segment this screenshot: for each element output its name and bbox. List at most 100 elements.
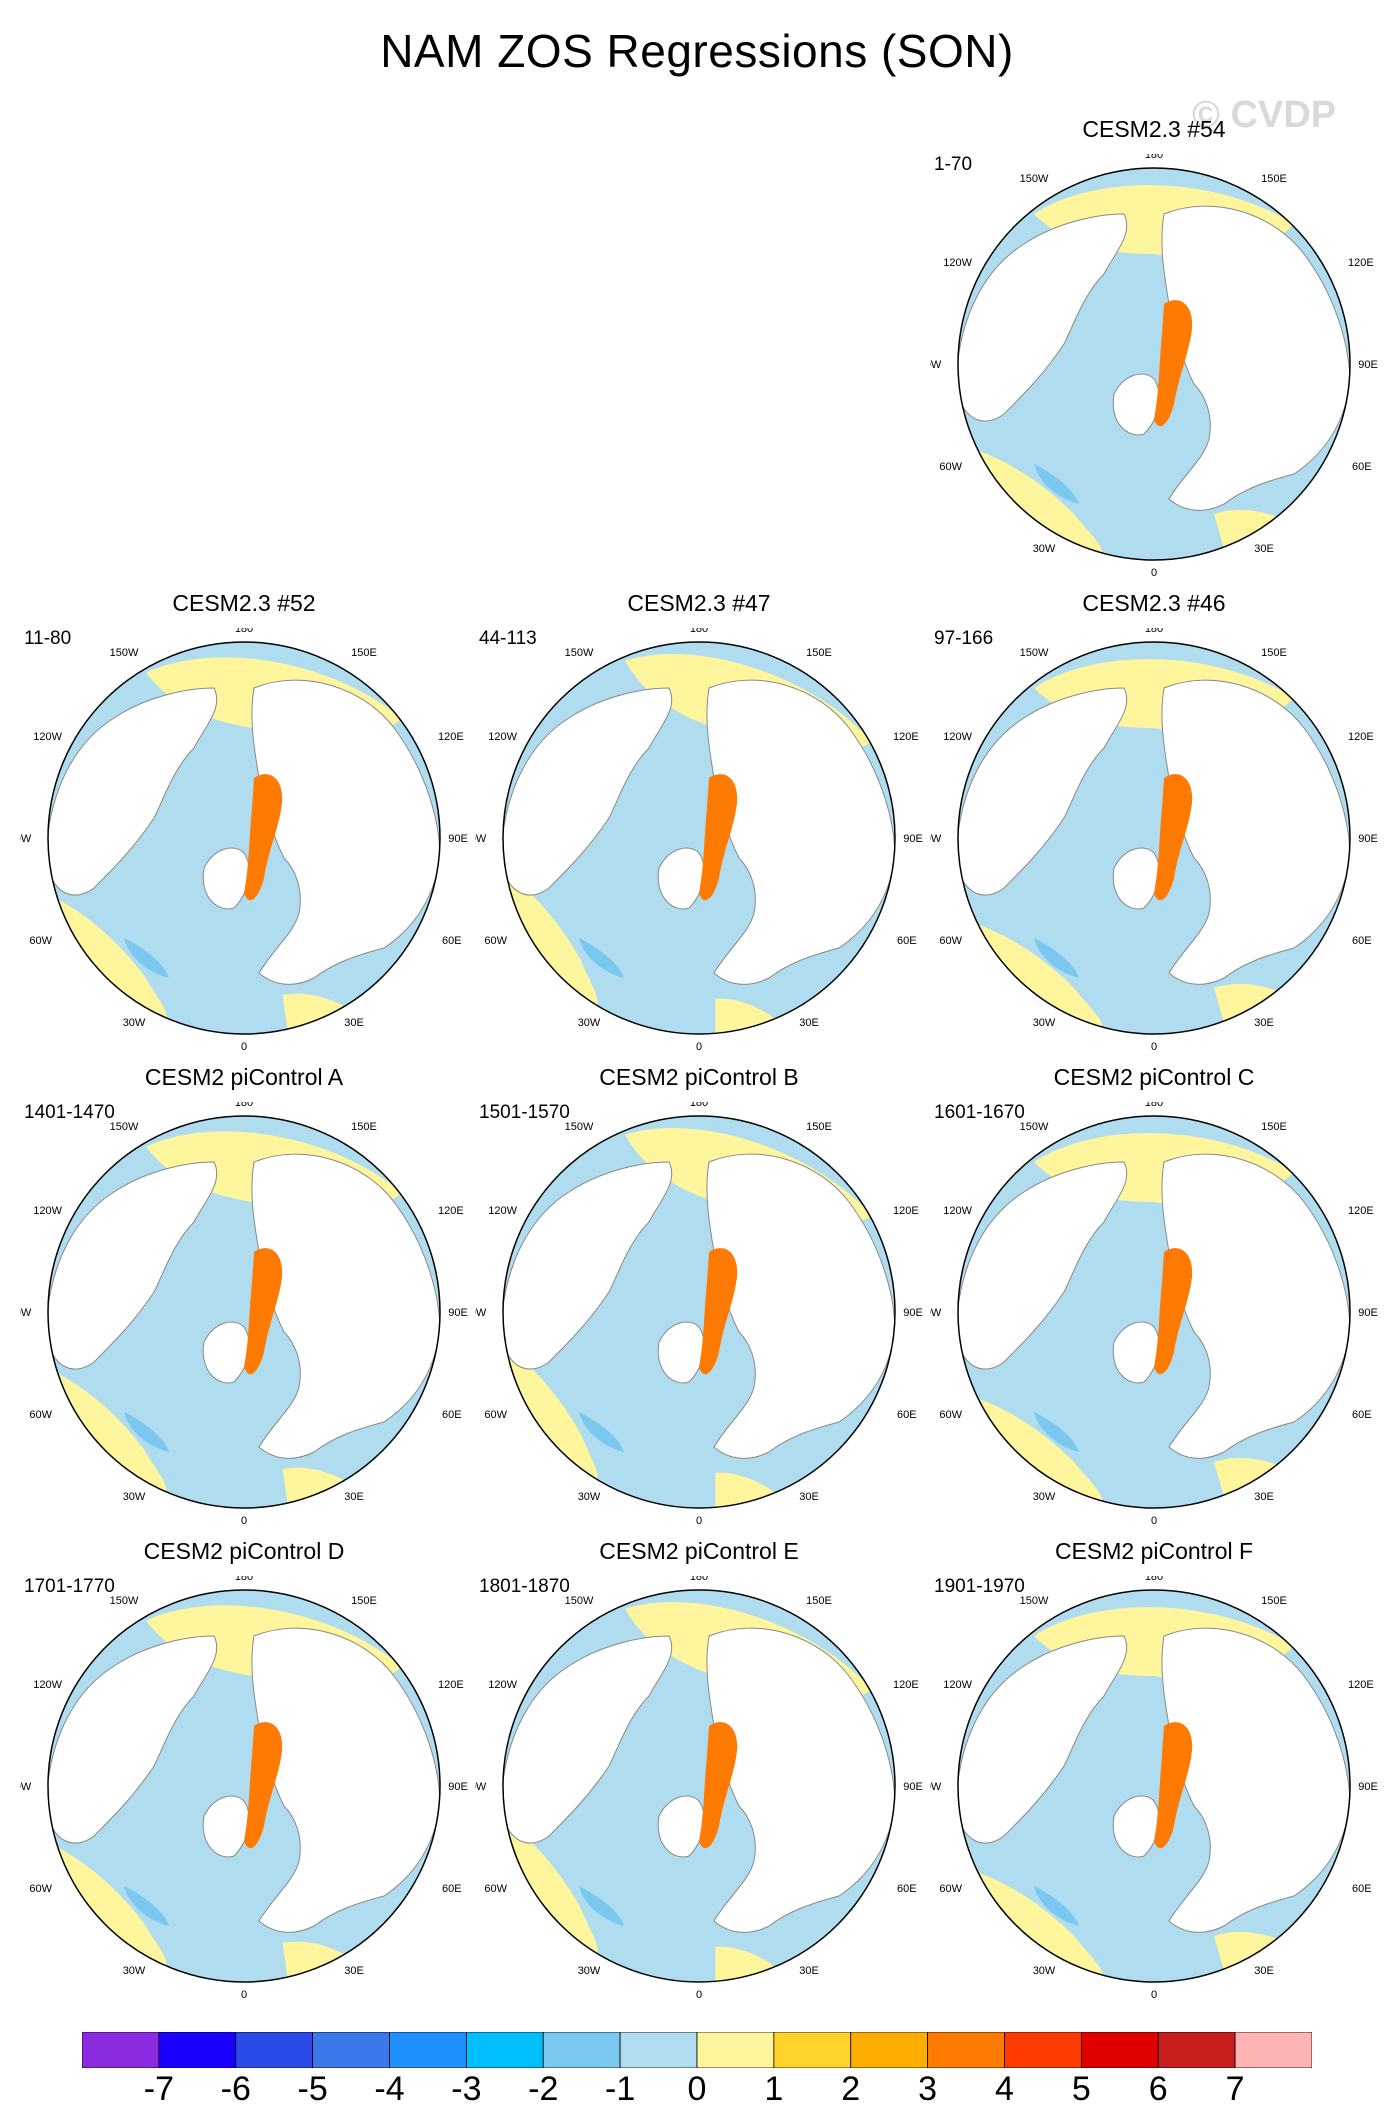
colorbar-swatch: [1234, 2032, 1312, 2068]
polar-map: 180 0 90W 90E 150W 120W 150E 120E 60W 30W 60E 30E: [20, 1576, 468, 2001]
negative-anomaly: [1034, 938, 1079, 978]
longitude-label: 180: [690, 1576, 708, 1583]
longitude-label: 0: [1151, 567, 1157, 579]
colorbar-swatch: [1157, 2032, 1236, 2068]
longitude-label: 30E: [1254, 1491, 1274, 1503]
longitude-label: 120E: [438, 1679, 464, 1691]
negative-anomaly: [124, 1412, 169, 1452]
longitude-label: 150W: [1020, 1595, 1049, 1607]
strong-positive-anomaly: [1154, 1722, 1193, 1849]
longitude-label: 180: [235, 628, 253, 635]
colorbar-swatch: [542, 2032, 621, 2068]
panel-years: 1801-1870: [479, 1576, 570, 1597]
panel-years: 1401-1470: [24, 1102, 115, 1123]
longitude-label: 150E: [806, 1595, 832, 1607]
longitude-label: 150E: [1261, 647, 1287, 659]
longitude-label: 150W: [565, 647, 594, 659]
longitude-label: 90E: [448, 1307, 468, 1319]
land-mask: [503, 687, 673, 896]
map-field: [48, 642, 440, 1034]
land-mask: [48, 1635, 218, 1844]
longitude-label: 120W: [33, 1679, 62, 1691]
longitude-label: 60W: [939, 1409, 962, 1421]
longitude-label: 90W: [475, 1307, 487, 1319]
polar-map: 180 0 90W 90E 150W 120W 150E 120E 60W 30W 60E 30E: [930, 628, 1378, 1053]
panel-years: 11-80: [24, 628, 72, 649]
colorbar-tick-label: 0: [687, 2070, 707, 2108]
map-border: [957, 167, 1351, 561]
map-field: [958, 1590, 1350, 1982]
longitude-label: 150E: [1261, 1595, 1287, 1607]
longitude-label: 30W: [1033, 1965, 1056, 1977]
colorbar-swatch: [465, 2032, 544, 2068]
longitude-label: 90W: [930, 1781, 942, 1793]
longitude-label: 150E: [1261, 173, 1287, 185]
map-panel: CESM2.3 #52 11-80 180 0 90W 90E 150W 120W 150E…: [20, 590, 468, 1053]
longitude-label: 30E: [1254, 1017, 1274, 1029]
longitude-label: 0: [696, 1515, 702, 1527]
map-field: [958, 1116, 1350, 1508]
map-border: [502, 641, 896, 1035]
longitude-label: 180: [1145, 628, 1163, 635]
map-panel: CESM2.3 #47 44-113 180 0 90W 90E 150W 120W 150…: [475, 590, 923, 1053]
longitude-label: 60E: [897, 935, 917, 947]
panel-title: CESM2 piControl D: [143, 1538, 345, 1564]
colorbar-tick-label: 6: [1148, 2070, 1168, 2108]
longitude-label: 60W: [939, 461, 962, 473]
longitude-label: 60W: [484, 1883, 507, 1895]
polar-map: 180 0 90W 90E 150W 120W 150E 120E 60W 30W 60E 30E: [20, 1102, 468, 1527]
negative-anomaly: [1034, 464, 1079, 504]
longitude-label: 120W: [488, 1679, 517, 1691]
negative-anomaly: [124, 938, 169, 978]
longitude-label: 90W: [930, 833, 942, 845]
longitude-label: 90E: [1358, 1307, 1378, 1319]
longitude-label: 90W: [930, 1307, 942, 1319]
polar-map: 180 0 90W 90E 150W 120W 150E 120E 60W 30W 60E 30E: [475, 1102, 923, 1527]
strong-positive-anomaly: [1154, 300, 1193, 427]
longitude-label: 120W: [33, 731, 62, 743]
longitude-label: 120W: [488, 731, 517, 743]
figure-title: NAM ZOS Regressions (SON): [380, 25, 1014, 77]
polar-map: 180 0 90W 90E 150W 120W 150E 120E 60W 30W 60E 30E: [20, 628, 468, 1053]
longitude-label: 180: [1145, 154, 1163, 161]
longitude-label: 150W: [1020, 1121, 1049, 1133]
positive-anomaly: [503, 860, 598, 1010]
map-panel: CESM2.3 #46 97-166 180 0 90W 90E 150W 120W 150…: [930, 590, 1378, 1053]
map-field: [958, 168, 1350, 560]
panel-title: CESM2.3 #54: [1082, 116, 1226, 142]
longitude-label: 0: [1151, 1041, 1157, 1053]
longitude-label: 30W: [578, 1491, 601, 1503]
longitude-label: 60E: [442, 1883, 462, 1895]
longitude-label: 120E: [438, 1205, 464, 1217]
longitude-label: 120W: [943, 1205, 972, 1217]
longitude-label: 120W: [943, 257, 972, 269]
longitude-label: 60W: [29, 935, 52, 947]
strong-positive-anomaly: [244, 1722, 283, 1849]
longitude-label: 180: [690, 1102, 708, 1109]
longitude-label: 120W: [33, 1205, 62, 1217]
land-mask: [48, 1161, 218, 1370]
longitude-label: 60W: [939, 1883, 962, 1895]
longitude-label: 30E: [344, 1017, 364, 1029]
colorbar-swatch: [312, 2032, 390, 2068]
longitude-label: 30W: [1033, 543, 1056, 555]
land-mask: [958, 1635, 1128, 1844]
longitude-label: 180: [1145, 1576, 1163, 1583]
land-mask: [48, 687, 218, 896]
longitude-label: 30E: [799, 1017, 819, 1029]
negative-anomaly: [579, 938, 624, 978]
longitude-label: 30E: [1254, 1965, 1274, 1977]
longitude-label: 150W: [1020, 647, 1049, 659]
map-panel: CESM2.3 #54 1-70 180090W90E150W120W150E1…: [930, 116, 1378, 579]
map-border: [47, 1589, 441, 1983]
longitude-label: 120W: [943, 1679, 972, 1691]
colorbar-tick-label: -7: [143, 2070, 174, 2108]
longitude-label: 30W: [578, 1965, 601, 1977]
longitude-label: 60W: [939, 935, 962, 947]
panel-years: 97-166: [934, 628, 994, 649]
panel-title: CESM2.3 #46: [1082, 590, 1226, 616]
longitude-label: 180: [235, 1576, 253, 1583]
land-mask: [503, 1161, 673, 1370]
longitude-label: 0: [1151, 1515, 1157, 1527]
strong-positive-anomaly: [244, 774, 283, 901]
